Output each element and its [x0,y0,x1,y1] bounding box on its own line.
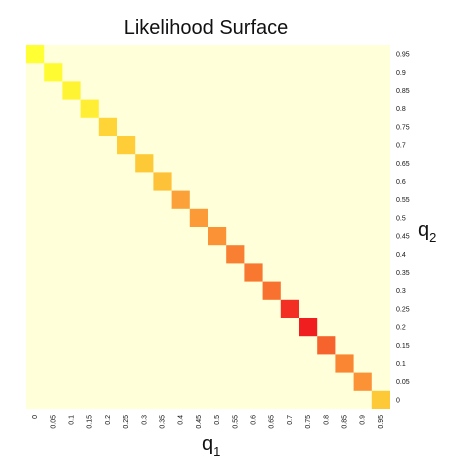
y-axis-label: q2 [418,219,436,245]
y-tick-label: 0.75 [396,124,410,131]
y-tick-label: 0.85 [396,88,410,95]
x-tick-label: 0.35 [160,415,167,429]
heatmap-cell [135,154,154,173]
x-tick-label: 0.75 [305,415,312,429]
x-tick-label: 0.55 [232,415,239,429]
y-tick-label: 0.55 [396,197,410,204]
x-tick-label: 0.65 [269,415,276,429]
y-tick-label: 0.7 [396,143,406,150]
heatmap-cell [117,136,136,155]
x-tick-label: 0.85 [342,415,349,429]
y-axis-label-subscript: 2 [429,230,436,245]
y-tick-label: 0.35 [396,270,410,277]
x-tick-label: 0.5 [214,415,221,425]
x-axis-label-main: q [202,433,213,455]
heatmap-cell [44,63,63,82]
y-tick-label: 0.45 [396,234,410,241]
y-tick-label: 0.4 [396,252,406,259]
y-tick-label: 0.05 [396,379,410,386]
y-tick-label: 0.5 [396,215,406,222]
heatmap-cell [317,336,336,355]
x-tick-label: 0.4 [178,415,185,425]
y-tick-label: 0.95 [396,52,410,59]
heatmap-cell [280,299,299,318]
x-tick-label: 0.45 [196,415,203,429]
y-tick-label: 0.2 [396,325,406,332]
y-tick-label: 0.15 [396,343,410,350]
heatmap-cell [189,208,208,227]
x-tick-label: 0.95 [378,415,385,429]
chart-title: Likelihood Surface [124,17,289,39]
y-tick-label: 0.25 [396,306,410,313]
heatmap-cell [208,227,227,246]
y-tick-label: 0.9 [396,70,406,77]
heatmap-cell [98,117,117,136]
x-tick-label: 0.1 [69,415,76,425]
x-tick-label: 0.05 [50,415,57,429]
x-axis-label-subscript: 1 [213,444,220,459]
x-tick-label: 0.25 [123,415,130,429]
heatmap-cell [153,172,172,191]
heatmap-cell [299,318,318,337]
y-tick-label: 0.6 [396,179,406,186]
heatmap-cell [26,45,45,64]
heatmap-cell [226,245,245,264]
y-tick-label: 0.1 [396,361,406,368]
x-tick-label: 0.7 [287,415,294,425]
x-tick-label: 0.15 [87,415,94,429]
x-tick-label: 0.9 [360,415,367,425]
x-tick-label: 0.2 [105,415,112,425]
heatmap-cell [353,372,372,391]
x-tick-label: 0.8 [323,415,330,425]
x-tick-label: 0.6 [251,415,258,425]
heatmap-cell [371,390,390,409]
heatmap-cell [262,281,281,300]
heatmap-cell [80,99,99,118]
heatmap-cell [62,81,81,100]
heatmap-cell [171,190,190,209]
x-tick-label: 0 [32,415,39,419]
y-axis-label-main: q [418,219,429,241]
heatmap-cell [335,354,354,373]
y-tick-label: 0 [396,397,400,404]
x-tick-label: 0.3 [141,415,148,425]
x-axis-label: q1 [202,433,220,459]
y-tick-label: 0.65 [396,161,410,168]
y-tick-label: 0.8 [396,106,406,113]
heatmap-cell [244,263,263,282]
y-tick-label: 0.3 [396,288,406,295]
